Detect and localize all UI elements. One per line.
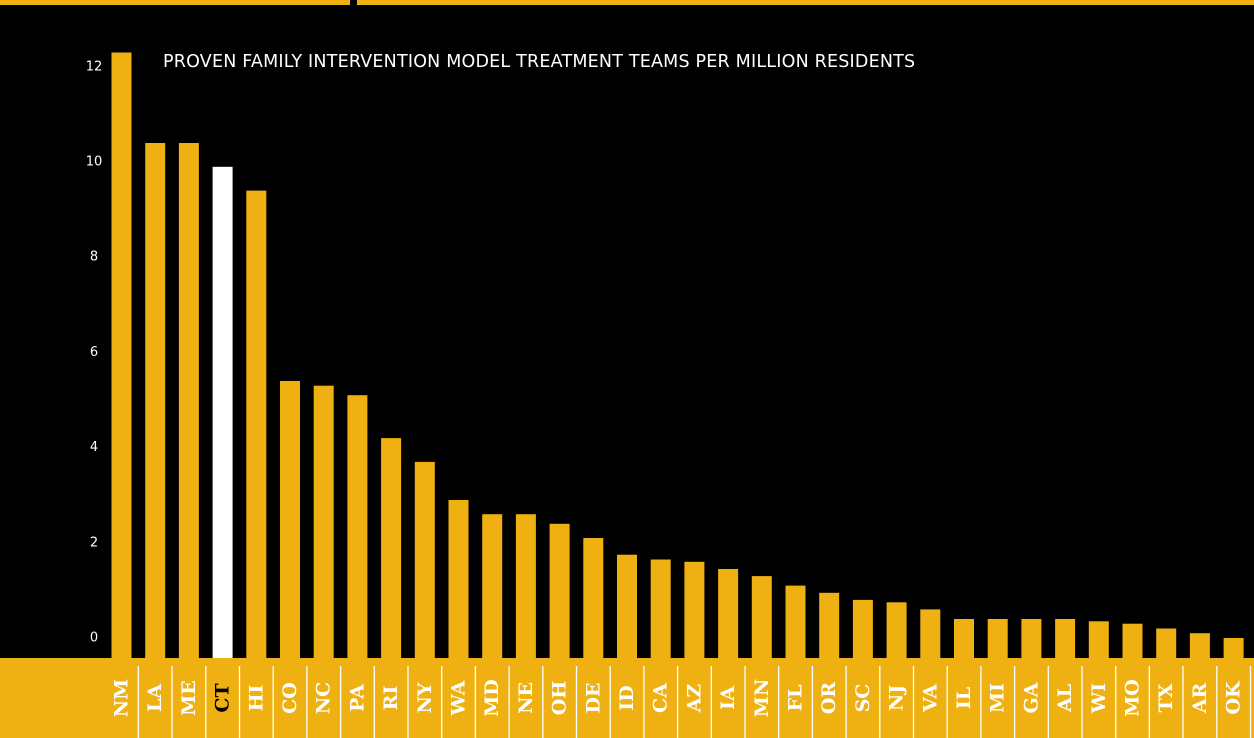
label-band-bg bbox=[0, 658, 1254, 738]
x-label-mn: MN bbox=[751, 679, 773, 717]
x-label-md: MD bbox=[481, 679, 503, 717]
bar-mn bbox=[751, 576, 772, 658]
x-label-wa: WA bbox=[448, 680, 470, 716]
bar-ia bbox=[718, 569, 739, 658]
category-label-band bbox=[0, 658, 1254, 738]
x-label-il: IL bbox=[953, 687, 975, 709]
x-label-nm: NM bbox=[111, 679, 133, 717]
bar-mi bbox=[987, 619, 1008, 658]
y-tick-label: 8 bbox=[90, 250, 98, 265]
x-label-wi: WI bbox=[1088, 683, 1110, 714]
bar-az bbox=[684, 561, 705, 658]
x-label-ga: GA bbox=[1020, 682, 1042, 713]
bar-al bbox=[1055, 619, 1076, 658]
x-label-ca: CA bbox=[650, 683, 672, 713]
bar-la bbox=[145, 143, 166, 658]
x-label-al: AL bbox=[1054, 684, 1076, 713]
x-label-ia: IA bbox=[717, 686, 739, 710]
x-label-az: AZ bbox=[683, 684, 705, 714]
x-label-hi: HI bbox=[245, 684, 267, 711]
bar-va bbox=[920, 609, 941, 658]
x-label-tx: TX bbox=[1155, 683, 1177, 712]
bar-ca bbox=[650, 559, 671, 658]
x-label-ct: CT bbox=[212, 683, 234, 712]
x-label-ne: NE bbox=[515, 682, 537, 714]
bar-ri bbox=[381, 438, 402, 658]
top-accent-band bbox=[0, 0, 1254, 5]
bar-md bbox=[482, 514, 503, 658]
bar-de bbox=[583, 538, 604, 658]
bar-ne bbox=[515, 514, 536, 658]
x-label-va: VA bbox=[919, 684, 941, 713]
x-axis-labels: NM LA ME CT HI CO NC PA RI NY WA MD NE OH DE ID CA AZ IA MN… bbox=[111, 666, 1252, 738]
y-tick-label: 10 bbox=[86, 155, 103, 170]
x-label-mi: MI bbox=[987, 683, 1009, 713]
bar-ga bbox=[1021, 619, 1042, 658]
top-band-right bbox=[357, 0, 1254, 5]
x-label-ar: AR bbox=[1189, 683, 1211, 715]
x-label-nj: NJ bbox=[886, 685, 908, 711]
x-label-or: OR bbox=[818, 682, 840, 715]
x-label-ny: NY bbox=[414, 682, 436, 713]
bar-oh bbox=[549, 523, 570, 658]
y-tick-label: 4 bbox=[90, 440, 98, 455]
bar-nm bbox=[111, 52, 132, 658]
x-label-la: LA bbox=[144, 684, 166, 712]
bar-co bbox=[280, 381, 300, 658]
x-label-de: DE bbox=[582, 683, 604, 714]
y-tick-label: 6 bbox=[90, 345, 98, 360]
x-label-ri: RI bbox=[380, 686, 402, 711]
bar-il bbox=[954, 619, 974, 658]
x-label-id: ID bbox=[616, 685, 638, 710]
bar-ar bbox=[1189, 633, 1210, 658]
top-band-left bbox=[0, 0, 350, 5]
bar-pa bbox=[347, 395, 368, 658]
x-label-co: CO bbox=[279, 682, 301, 714]
bar-wa bbox=[448, 500, 469, 658]
x-label-fl: FL bbox=[785, 685, 807, 712]
bar-hi bbox=[246, 190, 267, 658]
bar-ok bbox=[1223, 638, 1244, 658]
x-label-sc: SC bbox=[852, 684, 874, 713]
bar-nc bbox=[313, 385, 334, 658]
x-label-pa: PA bbox=[346, 684, 368, 712]
bar-me bbox=[178, 143, 199, 658]
bar-mo bbox=[1122, 623, 1143, 658]
x-label-me: ME bbox=[178, 680, 200, 716]
y-axis: 0 2 4 6 8 10 12 bbox=[86, 59, 103, 645]
bar-or bbox=[819, 592, 840, 658]
x-label-oh: OH bbox=[549, 681, 571, 716]
bar-id bbox=[617, 554, 637, 658]
bars-group bbox=[111, 52, 1244, 659]
bar-wi bbox=[1088, 621, 1109, 658]
chart-title: PROVEN FAMILY INTERVENTION MODEL TREATME… bbox=[163, 52, 915, 72]
x-label-ok: OK bbox=[1223, 680, 1245, 715]
y-tick-label: 0 bbox=[90, 631, 98, 646]
x-label-nc: NC bbox=[313, 682, 335, 715]
bar-ct bbox=[212, 166, 233, 659]
bar-ny bbox=[414, 461, 435, 658]
bar-tx bbox=[1156, 628, 1177, 658]
x-label-mo: MO bbox=[1122, 679, 1144, 717]
bar-nj bbox=[886, 602, 907, 658]
y-tick-label: 12 bbox=[86, 59, 103, 74]
y-tick-label: 2 bbox=[90, 535, 98, 550]
bar-fl bbox=[785, 585, 806, 658]
bar-sc bbox=[852, 599, 873, 658]
